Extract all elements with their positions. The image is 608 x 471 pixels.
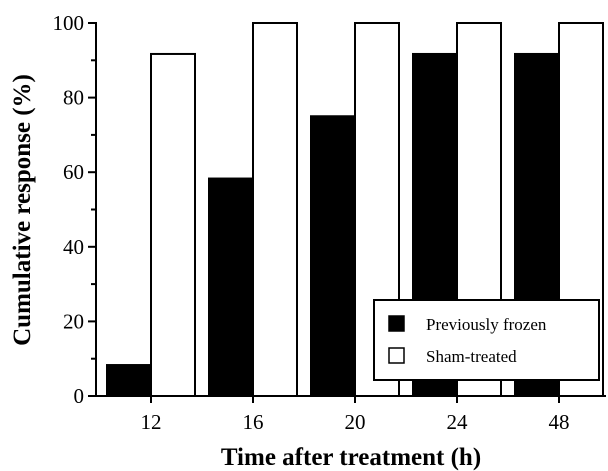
legend-swatch-previously-frozen: [388, 315, 405, 332]
bar-previously-frozen-12: [106, 364, 152, 397]
x-tick-label-12: 12: [141, 410, 162, 434]
legend-label-sham-treated: Sham-treated: [426, 347, 517, 366]
legend-swatch-sham-treated: [388, 347, 405, 364]
ticks-layer: 12 16 20 24 48 0 20 40 60 80 100: [53, 11, 570, 434]
y-tick-label-40: 40: [63, 235, 84, 259]
y-tick-label-100: 100: [53, 11, 85, 35]
x-axis-title: Time after treatment (h): [221, 444, 481, 471]
y-tick-label-0: 0: [74, 384, 85, 408]
legend: Previously frozen Sham-treated: [373, 299, 600, 381]
x-tick-label-16: 16: [243, 410, 264, 434]
y-tick-label-80: 80: [63, 86, 84, 110]
bar-previously-frozen-20: [310, 115, 356, 397]
x-tick-label-48: 48: [549, 410, 570, 434]
y-tick-label-60: 60: [63, 160, 84, 184]
bar-sham-treated-12: [150, 52, 196, 397]
y-axis-title: Cumulative response (%): [9, 74, 36, 346]
legend-box: [373, 299, 600, 381]
y-tick-label-20: 20: [63, 309, 84, 333]
x-tick-label-20: 20: [345, 410, 366, 434]
bar-previously-frozen-16: [208, 177, 254, 397]
x-tick-label-24: 24: [447, 410, 469, 434]
bar-sham-treated-16: [252, 22, 298, 397]
legend-label-previously-frozen: Previously frozen: [426, 315, 547, 334]
